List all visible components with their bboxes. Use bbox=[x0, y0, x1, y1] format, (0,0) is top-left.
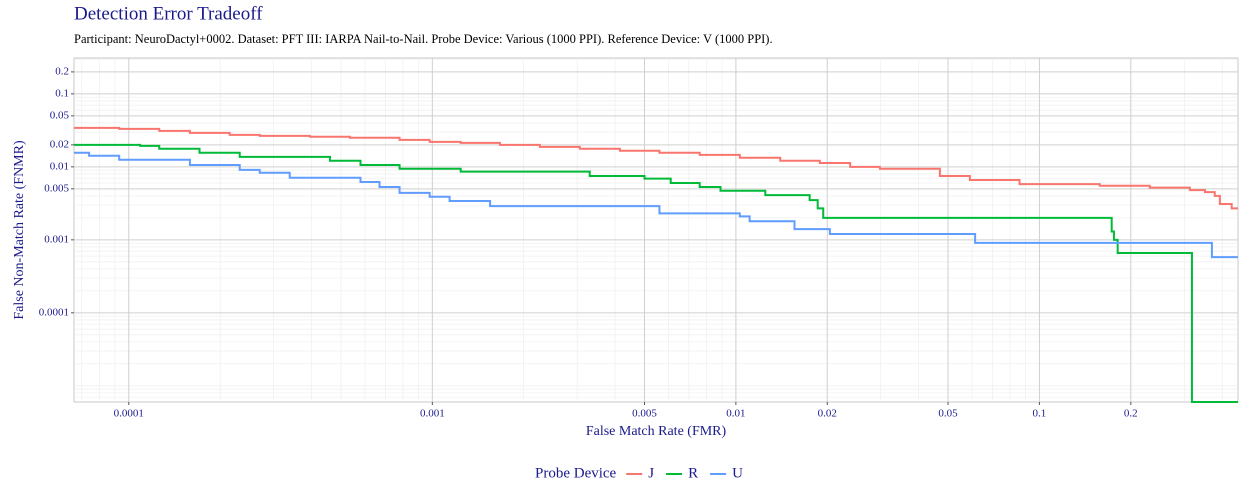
legend-title: Probe Device bbox=[535, 465, 617, 481]
y-tick-label: 0.1 bbox=[55, 87, 69, 99]
x-tick-label: 0.0001 bbox=[114, 408, 144, 420]
y-tick-label: 0.001 bbox=[44, 233, 69, 245]
x-tick-label: 0.1 bbox=[1033, 408, 1047, 420]
y-tick-label: 0.05 bbox=[50, 109, 70, 121]
y-axis-label: False Non-Match Rate (FNMR) bbox=[12, 140, 27, 320]
y-tick-label: 0.01 bbox=[50, 160, 69, 172]
legend-label: U bbox=[732, 465, 743, 481]
chart-subtitle: Participant: NeuroDactyl+0002. Dataset: … bbox=[74, 32, 773, 46]
x-axis-label: False Match Rate (FMR) bbox=[586, 424, 727, 439]
x-tick-label: 0.005 bbox=[632, 408, 657, 420]
x-tick-label: 0.02 bbox=[818, 408, 837, 420]
y-tick-label: 0.02 bbox=[50, 138, 69, 150]
y-tick-label: 0.005 bbox=[44, 182, 69, 194]
plot-background bbox=[73, 57, 1239, 403]
x-tick-label: 0.2 bbox=[1124, 408, 1138, 420]
y-tick-label: 0.0001 bbox=[39, 306, 69, 318]
y-tick-label: 0.2 bbox=[55, 65, 69, 77]
legend-label: R bbox=[688, 465, 698, 481]
x-tick-label: 0.05 bbox=[938, 408, 958, 420]
x-tick-label: 0.001 bbox=[420, 408, 445, 420]
series-line bbox=[74, 151, 1238, 259]
x-tick-label: 0.01 bbox=[726, 408, 745, 420]
series-line bbox=[74, 143, 1238, 403]
series-line bbox=[74, 126, 1238, 210]
chart-title: Detection Error Tradeoff bbox=[74, 3, 263, 24]
legend-label: J bbox=[648, 465, 654, 481]
